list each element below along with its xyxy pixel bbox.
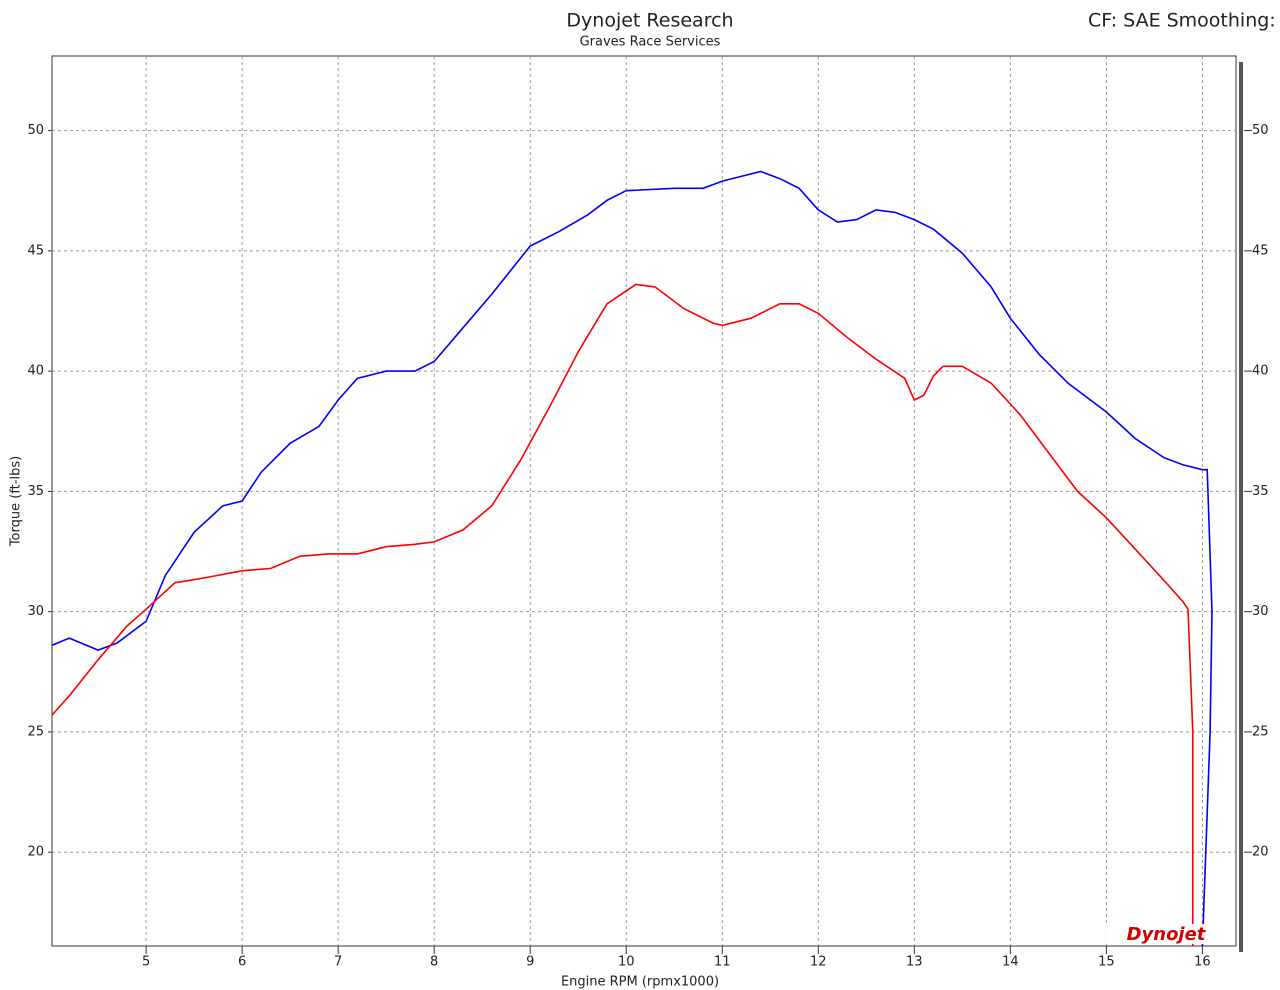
y-tick-label: 30 — [27, 604, 44, 619]
y2-tick-label: 35 — [1252, 484, 1269, 499]
x-axis-label: Engine RPM (rpmx1000) — [561, 975, 719, 990]
frame-shadow — [1239, 62, 1243, 952]
chart-title: Dynojet Research — [566, 10, 733, 32]
x-tick-label: 14 — [1002, 955, 1019, 970]
x-tick-label: 10 — [618, 955, 635, 970]
y2-tick-label: 45 — [1252, 243, 1269, 258]
x-tick-label: 9 — [526, 955, 534, 970]
y-tick-label: 45 — [27, 243, 44, 258]
header-note: CF: SAE Smoothing: 5 — [1088, 10, 1280, 32]
torque-line — [51, 170, 1213, 947]
plot-layer: 5 6 7 8 9 10 11 12 13 14 15 16 20 25 30 35 40 45 50 20 25 30 3… — [27, 56, 1269, 970]
x-tick-label: 7 — [334, 955, 342, 970]
y-tick-label: 35 — [27, 484, 44, 499]
x-tick-label: 15 — [1098, 955, 1115, 970]
y2-tick-label: 20 — [1252, 845, 1269, 860]
logo: Dynojet — [1127, 924, 1207, 945]
x-tick-label: 12 — [810, 955, 827, 970]
x-tick-label: 8 — [430, 955, 438, 970]
chart-subtitle: Graves Race Services — [580, 35, 721, 50]
torque-line — [51, 283, 1194, 946]
y-tick-label: 25 — [27, 724, 44, 739]
y-tick-label: 50 — [27, 123, 44, 138]
plot-frame — [51, 55, 1237, 947]
y-tick-label: 20 — [27, 845, 44, 860]
x-tick-label: 16 — [1194, 955, 1211, 970]
x-tick-label: 13 — [906, 955, 923, 970]
x-tick-label: 6 — [238, 955, 246, 970]
y2-tick-label: 30 — [1252, 604, 1269, 619]
logo-box — [1106, 924, 1226, 944]
x-tick-label: 11 — [714, 955, 731, 970]
y2-tick-label: 50 — [1252, 123, 1269, 138]
y2-tick-label: 25 — [1252, 724, 1269, 739]
y-tick-label: 40 — [27, 364, 44, 379]
y-axis-label: Torque (ft-lbs) — [9, 456, 24, 547]
x-tick-label: 5 — [142, 955, 150, 970]
y2-tick-label: 40 — [1252, 364, 1269, 379]
